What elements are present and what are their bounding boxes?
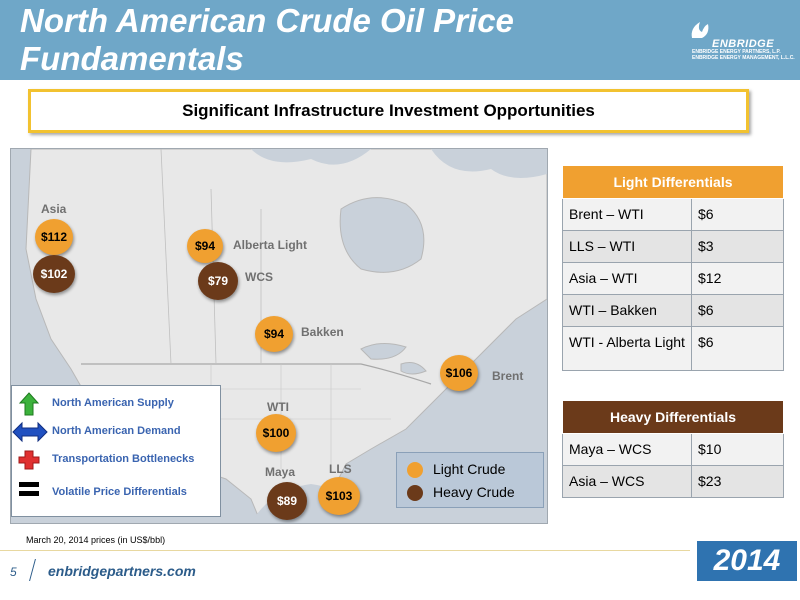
price-bubble-asia-heavy: $102 — [33, 255, 75, 293]
value-cell: $6 — [691, 326, 784, 371]
table-row: WTI - Alberta Light $6 — [562, 326, 784, 371]
price-bubble-maya: $89 — [267, 482, 307, 520]
label-brent: Brent — [492, 369, 524, 383]
table-row: Maya – WCS $10 — [562, 433, 784, 466]
legend-row-supply: North American Supply — [12, 392, 220, 416]
value-cell: $23 — [691, 465, 784, 498]
heavy-crude-swatch — [407, 485, 423, 501]
legend-volatile-label: Volatile Price Differentials — [52, 486, 187, 498]
value-cell: $6 — [691, 198, 784, 231]
pair-cell: WTI - Alberta Light — [562, 326, 692, 371]
blue-double-arrow-icon — [12, 421, 48, 443]
black-equals-icon — [19, 482, 39, 496]
light-differentials-title: Light Differentials — [562, 165, 784, 199]
table-row: LLS – WTI $3 — [562, 230, 784, 263]
pair-cell: Maya – WCS — [562, 433, 692, 466]
table-row: WTI – Bakken $6 — [562, 294, 784, 327]
pair-cell: LLS – WTI — [562, 230, 692, 263]
banner-text: Significant Infrastructure Investment Op… — [182, 101, 595, 120]
price-bubble-wcs: $79 — [198, 262, 238, 300]
pair-cell: Asia – WCS — [562, 465, 692, 498]
green-up-arrow-icon — [18, 392, 40, 416]
pair-cell: Asia – WTI — [562, 262, 692, 295]
light-crude-swatch — [407, 462, 423, 478]
price-footnote: March 20, 2014 prices (in US$/bbl) — [26, 535, 166, 545]
light-differentials-table: Light Differentials Brent – WTI $6 LLS –… — [562, 165, 784, 371]
label-lls: LLS — [329, 462, 352, 476]
footer-divider — [0, 550, 690, 551]
pair-cell: WTI – Bakken — [562, 294, 692, 327]
heavy-crude-label: Heavy Crude — [433, 484, 515, 500]
website-link[interactable]: enbridgepartners.com — [48, 563, 196, 579]
legend-supply-label: North American Supply — [52, 397, 174, 409]
heavy-differentials-table: Heavy Differentials Maya – WCS $10 Asia … — [562, 400, 784, 498]
subtitle-banner: Significant Infrastructure Investment Op… — [28, 89, 749, 133]
logo-name: ENBRIDGE — [712, 38, 775, 50]
price-bubble-asia-light: $112 — [35, 219, 73, 255]
page-title: North American Crude Oil Price Fundament… — [20, 2, 514, 77]
enbridge-logo: ENBRIDGE ENBRIDGE ENERGY PARTNERS, L.P. … — [688, 18, 798, 62]
legend-row-demand: North American Demand — [12, 420, 220, 444]
red-plus-icon — [18, 450, 40, 470]
footer-slash — [29, 559, 36, 581]
table-row: Brent – WTI $6 — [562, 198, 784, 231]
header-bar: North American Crude Oil Price Fundament… — [0, 0, 800, 80]
legend-bottlenecks-label: Transportation Bottlenecks — [52, 453, 195, 465]
label-asia: Asia — [41, 202, 67, 216]
label-maya: Maya — [265, 465, 296, 479]
table-row: Asia – WTI $12 — [562, 262, 784, 295]
price-bubble-wti: $100 — [256, 414, 296, 452]
price-bubble-alberta-light: $94 — [187, 229, 223, 263]
table-row: Asia – WCS $23 — [562, 465, 784, 498]
map-legend: North American Supply North American Dem… — [11, 385, 221, 517]
logo-line1: ENBRIDGE ENERGY PARTNERS, L.P. — [692, 49, 781, 55]
enbridge-flame-icon — [691, 22, 709, 38]
logo-line2: ENBRIDGE ENERGY MANAGEMENT, L.L.C. — [692, 55, 795, 61]
year-badge: 2014 — [697, 541, 797, 581]
legend-row-bottlenecks: Transportation Bottlenecks — [12, 448, 220, 472]
label-wcs: WCS — [245, 270, 273, 284]
price-bubble-lls: $103 — [318, 477, 360, 515]
value-cell: $12 — [691, 262, 784, 295]
price-bubble-brent: $106 — [440, 355, 478, 391]
value-cell: $6 — [691, 294, 784, 327]
value-cell: $3 — [691, 230, 784, 263]
label-wti: WTI — [267, 400, 289, 414]
pair-cell: Brent – WTI — [562, 198, 692, 231]
legend-row-volatile: Volatile Price Differentials — [12, 477, 220, 501]
legend-demand-label: North American Demand — [52, 425, 181, 437]
label-alberta-light: Alberta Light — [233, 238, 307, 252]
label-bakken: Bakken — [301, 325, 344, 339]
north-america-map: Asia Alberta Light WCS Bakken Brent WTI … — [10, 148, 548, 524]
value-cell: $10 — [691, 433, 784, 466]
crude-type-legend: Light Crude Heavy Crude — [396, 452, 544, 508]
price-bubble-bakken: $94 — [255, 316, 293, 352]
page-number: 5 — [10, 565, 17, 579]
light-crude-label: Light Crude — [433, 461, 506, 477]
heavy-differentials-title: Heavy Differentials — [562, 400, 784, 434]
